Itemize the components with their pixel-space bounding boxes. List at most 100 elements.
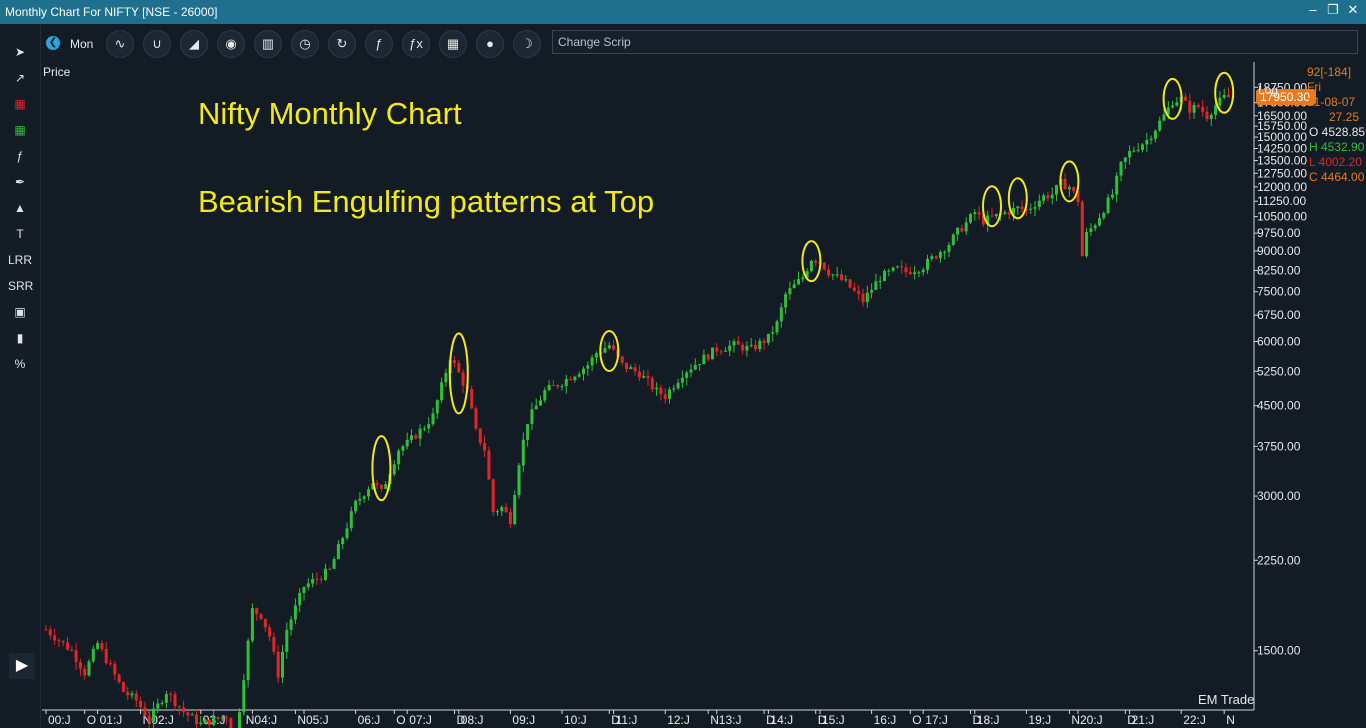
candle <box>762 338 766 351</box>
lrr-tool[interactable]: LRR <box>8 253 33 267</box>
image-icon[interactable]: ▣ <box>14 305 26 319</box>
red-box-icon[interactable]: ▦ <box>14 97 26 111</box>
candle <box>1024 207 1028 217</box>
text-tool-icon[interactable]: T <box>16 227 24 241</box>
candle <box>788 281 792 301</box>
y-tick-label: 8250.00 <box>1257 263 1301 277</box>
candle <box>491 478 495 516</box>
candle <box>620 355 624 366</box>
candle <box>250 603 254 643</box>
y-tick-label: 3750.00 <box>1257 439 1301 453</box>
candle <box>840 269 843 282</box>
candle <box>861 288 865 307</box>
candle <box>126 686 130 701</box>
candle <box>612 339 616 351</box>
candle <box>324 563 327 582</box>
candle <box>255 607 259 621</box>
trendline-icon[interactable]: ↗ <box>14 71 26 85</box>
candle <box>1110 189 1114 200</box>
candle <box>362 495 366 503</box>
candle <box>1085 228 1089 259</box>
candle <box>642 370 646 379</box>
x-tick-label: 16:J <box>874 713 897 727</box>
bar-style-icon[interactable]: ▥ <box>254 30 282 58</box>
change-scrip-input[interactable]: Change Scrip <box>552 30 1358 54</box>
green-box-icon[interactable]: ▦ <box>14 123 26 137</box>
candle <box>745 341 749 357</box>
x-tick-label: 21:J <box>1132 713 1155 727</box>
indicator-icon[interactable]: ƒx <box>402 30 430 58</box>
restore-icon[interactable]: ❐ <box>1327 2 1339 17</box>
candle <box>1115 171 1119 203</box>
candle <box>1171 100 1175 109</box>
candle <box>143 701 147 717</box>
candle <box>427 417 431 434</box>
scale-mode[interactable]: Log <box>1258 83 1279 97</box>
y-tick-label: 1500.00 <box>1257 644 1301 658</box>
candle <box>1188 93 1192 120</box>
y-tick-label: 9750.00 <box>1257 226 1301 240</box>
candle <box>1089 223 1093 237</box>
candle <box>986 210 990 233</box>
candle <box>663 388 667 404</box>
y-tick-label: 6000.00 <box>1257 334 1301 348</box>
fibonacci-icon[interactable]: ƒ <box>16 149 24 163</box>
collapse-toolbar-button[interactable]: ❮ <box>46 36 60 50</box>
minimize-icon[interactable]: – <box>1309 2 1317 17</box>
mouse-icon[interactable]: ◉ <box>217 30 245 58</box>
candle <box>78 658 82 677</box>
ohlc-high: H 4532.90 <box>1309 140 1365 154</box>
candle <box>298 588 302 613</box>
candle <box>74 642 78 670</box>
close-icon[interactable]: ✕ <box>1347 2 1359 17</box>
bar-index: 92[-184] <box>1307 65 1352 79</box>
candle <box>689 363 693 378</box>
y-tick-label: 14250.00 <box>1257 142 1307 156</box>
y-tick-label: 9000.00 <box>1257 244 1301 258</box>
percent-icon[interactable]: % <box>14 357 26 371</box>
candle <box>633 363 637 376</box>
area-chart-icon[interactable]: ◢ <box>180 30 208 58</box>
candle <box>1128 145 1132 165</box>
candle <box>560 384 564 391</box>
line-chart-icon[interactable]: ∿ <box>106 30 134 58</box>
grid-icon[interactable]: ▦ <box>439 30 467 58</box>
candle <box>870 283 874 299</box>
dark-theme-icon[interactable]: ☽ <box>513 30 541 58</box>
candle <box>1046 191 1050 202</box>
candle <box>930 253 934 262</box>
magnet-icon[interactable]: ∪ <box>143 30 171 58</box>
candle <box>655 382 659 397</box>
refresh-icon[interactable]: ↻ <box>328 30 356 58</box>
light-theme-icon[interactable]: ● <box>476 30 504 58</box>
candle <box>676 378 680 391</box>
candle <box>646 369 650 386</box>
candle <box>904 263 908 278</box>
candle <box>496 509 499 516</box>
candle <box>453 356 456 368</box>
pointer-icon[interactable]: ➤ <box>14 45 26 59</box>
function-icon[interactable]: ƒ <box>365 30 393 58</box>
candle <box>809 259 813 273</box>
x-tick-label: 11:J <box>616 713 638 727</box>
candle <box>1201 100 1205 117</box>
alarm-icon[interactable]: ◷ <box>291 30 319 58</box>
period-label[interactable]: Mon <box>70 37 94 51</box>
y-tick-label: 3000.00 <box>1257 489 1301 503</box>
srr-tool[interactable]: SRR <box>8 279 34 293</box>
candle <box>66 637 69 651</box>
candle <box>637 365 641 382</box>
panel-label: Price <box>43 65 71 79</box>
candle <box>1184 93 1187 102</box>
candle <box>831 273 835 281</box>
highlight-ellipse <box>448 332 469 415</box>
shapes-icon[interactable]: ▲ <box>14 201 26 215</box>
candle <box>900 260 904 274</box>
candle <box>741 342 745 355</box>
play-replay-button[interactable]: ▶ <box>9 653 35 679</box>
candle <box>345 522 349 541</box>
bar-chart-icon[interactable]: ▮ <box>16 331 24 345</box>
brush-icon[interactable]: ✒ <box>14 175 26 189</box>
candle <box>302 586 306 601</box>
